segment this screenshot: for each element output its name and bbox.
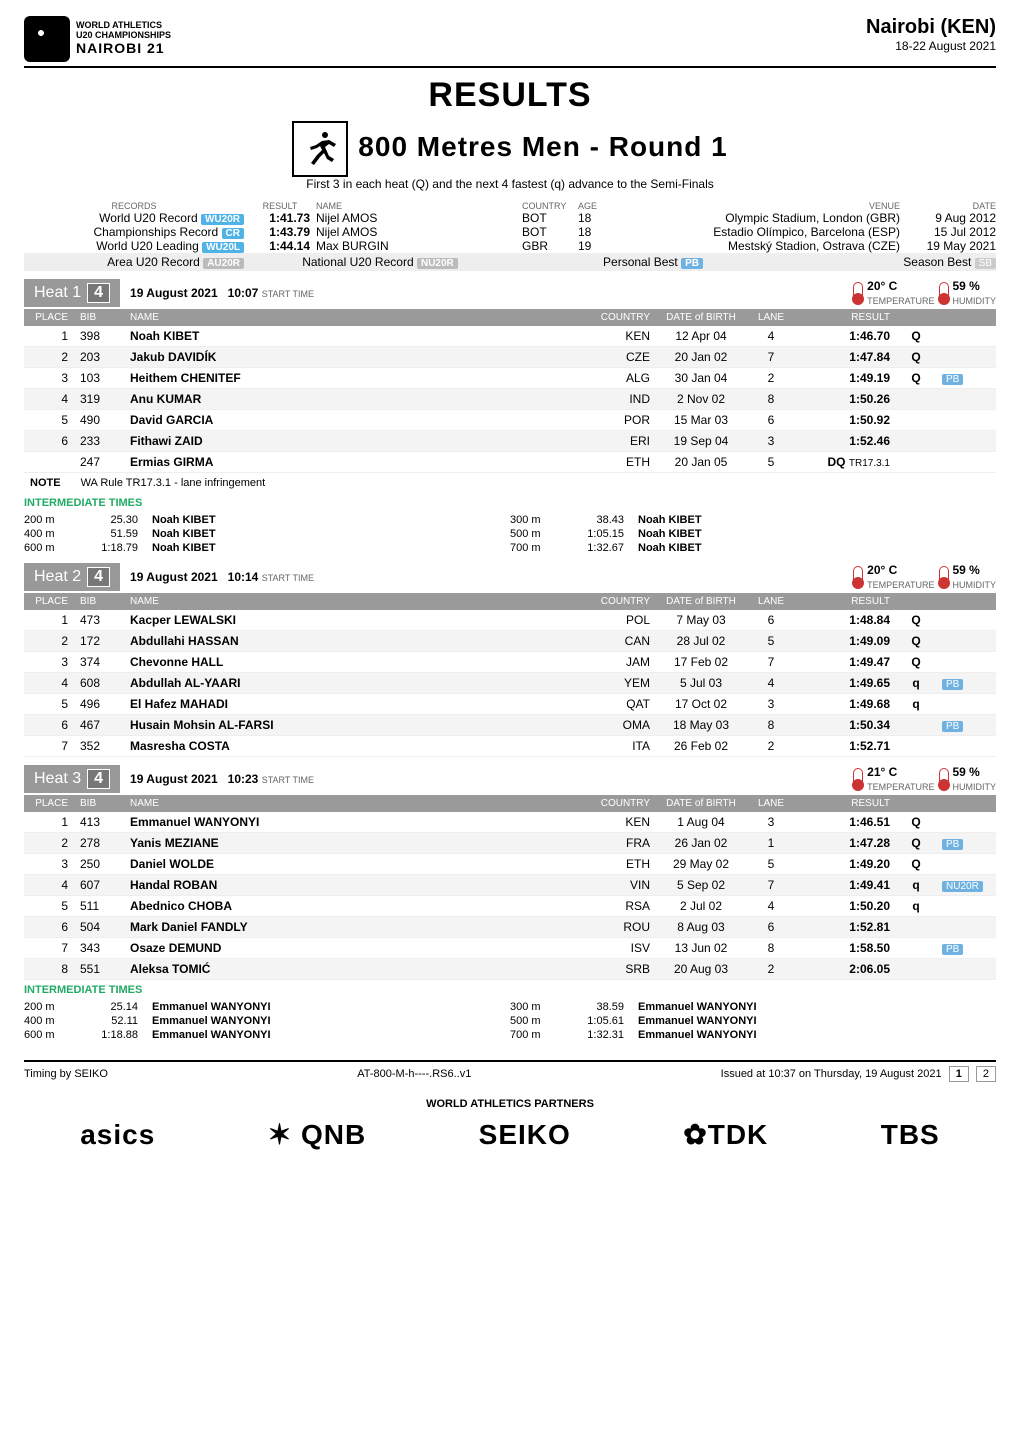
results-table: PLACEBIB NAMECOUNTRY DATE of BIRTHLANE R…	[24, 309, 996, 473]
table-row: 3374Chevonne HALL JAM17 Feb 027 1:49.47Q	[24, 652, 996, 673]
humidity-icon	[939, 566, 949, 588]
logo: WORLD ATHLETICS U20 CHAMPIONSHIPS NAIROB…	[24, 16, 171, 62]
partner-logo: SEIKO	[479, 1119, 571, 1151]
table-row: 6467Husain Mohsin AL-FARSI OMA18 May 038…	[24, 715, 996, 736]
results-table: PLACEBIB NAMECOUNTRY DATE of BIRTHLANE R…	[24, 593, 996, 757]
location: Nairobi (KEN) 18-22 August 2021	[866, 16, 996, 62]
table-row: 7352Masresha COSTA ITA26 Feb 022 1:52.71	[24, 736, 996, 757]
partner-logo: ✶ QNB	[268, 1118, 366, 1151]
timing-credit: Timing by SEIKO	[24, 1068, 108, 1080]
table-row: 4319Anu KUMAR IND2 Nov 028 1:50.26	[24, 389, 996, 410]
record-row: World U20 Record WU20R 1:41.73Nijel AMOS…	[24, 211, 996, 225]
records-header: RECORDSRESULTNAME COUNTRYAGEVENUEDATE	[24, 201, 996, 211]
table-row: 2172Abdullahi HASSAN CAN28 Jul 025 1:49.…	[24, 631, 996, 652]
thermometer-icon	[853, 566, 863, 588]
table-row: 8551Aleksa TOMIĆ SRB20 Aug 032 2:06.05	[24, 959, 996, 980]
record-row: Championships Record CR 1:43.79Nijel AMO…	[24, 225, 996, 239]
records-list: World U20 Record WU20R 1:41.73Nijel AMOS…	[24, 211, 996, 253]
thermometer-icon	[853, 282, 863, 304]
note: NOTEWA Rule TR17.3.1 - lane infringement	[24, 473, 996, 493]
header: WORLD ATHLETICS U20 CHAMPIONSHIPS NAIROB…	[24, 16, 996, 68]
intermediate-title: INTERMEDIATE TIMES	[24, 980, 996, 1000]
table-row: 6233Fithawi ZAID ERI19 Sep 043 1:52.46	[24, 431, 996, 452]
intermediate-title: INTERMEDIATE TIMES	[24, 493, 996, 513]
results-table: PLACEBIB NAMECOUNTRY DATE of BIRTHLANE R…	[24, 795, 996, 980]
table-row: 3103Heithem CHENITEF ALG30 Jan 042 1:49.…	[24, 368, 996, 389]
heat-tag: Heat 2 4	[24, 563, 120, 591]
intermediate-row: 200 m25.14Emmanuel WANYONYI300 m38.59Emm…	[24, 1000, 996, 1014]
thermometer-icon	[853, 768, 863, 790]
table-row: 6504Mark Daniel FANDLY ROU8 Aug 036 1:52…	[24, 917, 996, 938]
intermediate-row: 600 m1:18.79Noah KIBET700 m1:32.67Noah K…	[24, 541, 996, 555]
logo-text: WORLD ATHLETICS U20 CHAMPIONSHIPS NAIROB…	[76, 21, 171, 56]
area-row: Area U20 Record AU20R National U20 Recor…	[24, 253, 996, 271]
running-icon	[292, 121, 348, 177]
issued: Issued at 10:37 on Thursday, 19 August 2…	[721, 1068, 996, 1080]
footer: Timing by SEIKO AT-800-M-h----.RS6..v1 I…	[24, 1060, 996, 1080]
partners-row: asics ✶ QNB SEIKO ✿TDK TBS	[24, 1118, 996, 1151]
heat-bar: Heat 3 4 19 August 2021 10:23 START TIME…	[24, 765, 996, 793]
table-row: 1398Noah KIBET KEN12 Apr 044 1:46.70Q	[24, 326, 996, 347]
intermediate-row: 400 m51.59Noah KIBET500 m1:05.15Noah KIB…	[24, 527, 996, 541]
partners-title: WORLD ATHLETICS PARTNERS	[24, 1098, 996, 1110]
heat-tag: Heat 1 4	[24, 279, 120, 307]
intermediate-row: 600 m1:18.88Emmanuel WANYONYI700 m1:32.3…	[24, 1028, 996, 1042]
intermediate-row: 200 m25.30Noah KIBET300 m38.43Noah KIBET	[24, 513, 996, 527]
table-row: 4607Handal ROBAN VIN5 Sep 027 1:49.41qNU…	[24, 875, 996, 896]
table-row: 2203Jakub DAVIDÍK CZE20 Jan 027 1:47.84Q	[24, 347, 996, 368]
event-dates: 18-22 August 2021	[866, 39, 996, 53]
table-row: 2278Yanis MEZIANE FRA26 Jan 021 1:47.28Q…	[24, 833, 996, 854]
table-row: 4608Abdullah AL-YAARI YEM5 Jul 034 1:49.…	[24, 673, 996, 694]
table-row: 247Ermias GIRMA ETH20 Jan 055 DQ TR17.3.…	[24, 452, 996, 473]
partner-logo: ✿TDK	[683, 1118, 768, 1151]
table-row: 5496El Hafez MAHADI QAT17 Oct 023 1:49.6…	[24, 694, 996, 715]
heat-bar: Heat 1 4 19 August 2021 10:07 START TIME…	[24, 279, 996, 307]
page-title: RESULTS	[24, 76, 996, 115]
table-row: 1473Kacper LEWALSKI POL7 May 036 1:48.84…	[24, 610, 996, 631]
subtitle: First 3 in each heat (Q) and the next 4 …	[24, 177, 996, 191]
table-row: 3250Daniel WOLDE ETH29 May 025 1:49.20Q	[24, 854, 996, 875]
logo-badge-icon	[24, 16, 70, 62]
heat-tag: Heat 3 4	[24, 765, 120, 793]
table-row: 5490David GARCIA POR15 Mar 036 1:50.92	[24, 410, 996, 431]
record-row: World U20 Leading WU20L 1:44.14Max BURGI…	[24, 239, 996, 253]
humidity-icon	[939, 768, 949, 790]
humidity-icon	[939, 282, 949, 304]
heat-bar: Heat 2 4 19 August 2021 10:14 START TIME…	[24, 563, 996, 591]
intermediate-row: 400 m52.11Emmanuel WANYONYI500 m1:05.61E…	[24, 1014, 996, 1028]
table-row: 1413Emmanuel WANYONYI KEN1 Aug 043 1:46.…	[24, 812, 996, 833]
table-row: 5511Abednico CHOBA RSA2 Jul 024 1:50.20q	[24, 896, 996, 917]
table-row: 7343Osaze DEMUND ISV13 Jun 028 1:58.50PB	[24, 938, 996, 959]
city: Nairobi (KEN)	[866, 16, 996, 39]
doc-id: AT-800-M-h----.RS6..v1	[357, 1068, 471, 1080]
event-title: 800 Metres Men - Round 1	[358, 131, 727, 163]
partner-logo: asics	[80, 1119, 155, 1151]
partner-logo: TBS	[881, 1119, 940, 1151]
